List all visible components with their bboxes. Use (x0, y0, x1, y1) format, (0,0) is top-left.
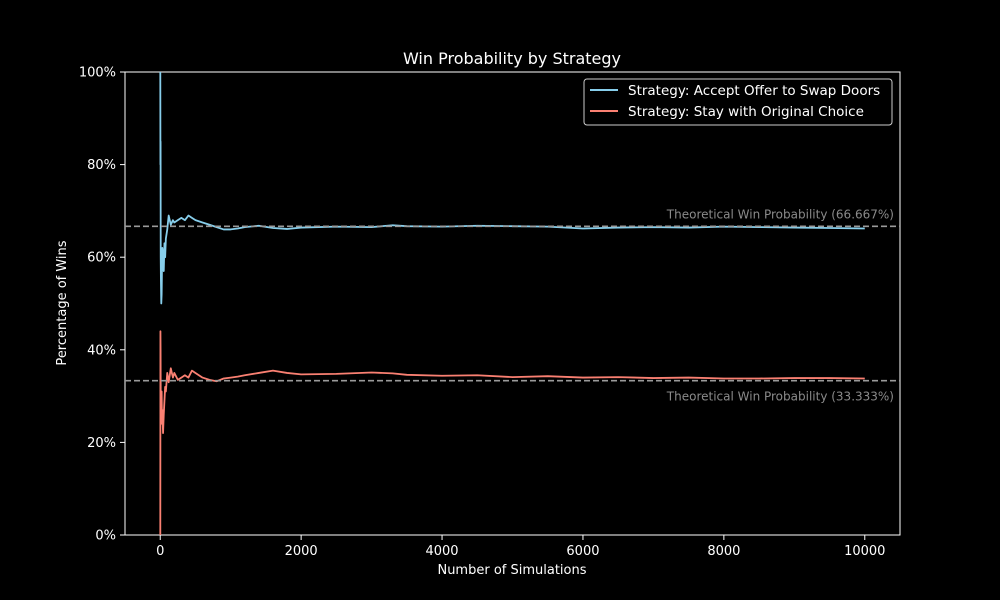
legend-box (583, 78, 893, 126)
reference-line-label: Theoretical Win Probability (66.667%) (666, 207, 894, 221)
plot-frame (124, 71, 901, 536)
plot-area: Theoretical Win Probability (66.667%) The… (124, 71, 901, 536)
series-lines (159, 71, 865, 536)
x-tick-label: 6000 (566, 544, 599, 559)
legend-label-swap: Strategy: Accept Offer to Swap Doors (628, 83, 880, 99)
series-line-stay (159, 330, 865, 536)
x-tick-label: 4000 (425, 544, 458, 559)
reference-line-label: Theoretical Win Probability (33.333%) (666, 390, 894, 404)
y-tick-label: 40% (87, 343, 116, 358)
reference-lines: Theoretical Win Probability (66.667%) The… (125, 207, 900, 404)
y-tick-label: 80% (87, 158, 116, 173)
y-axis-label: Percentage of Wins (55, 240, 70, 365)
y-tick-label: 20% (87, 436, 116, 451)
chart-title: Win Probability by Strategy (403, 49, 621, 68)
y-tick-label: 0% (95, 529, 116, 544)
y-tick-label: 60% (87, 251, 116, 266)
y-tick-label: 100% (79, 66, 116, 81)
x-tick-label: 8000 (707, 544, 740, 559)
y-axis-ticks: 0% 20% 40% 60% 80% 100% (79, 66, 125, 544)
legend: Strategy: Accept Offer to Swap Doors Str… (583, 78, 893, 126)
x-axis-label: Number of Simulations (437, 563, 586, 578)
x-axis-ticks: 0 2000 4000 6000 8000 10000 (156, 535, 885, 559)
x-tick-label: 0 (156, 544, 164, 559)
legend-label-stay: Strategy: Stay with Original Choice (628, 104, 864, 120)
series-line-swap (159, 71, 865, 305)
x-tick-label: 2000 (285, 544, 318, 559)
x-tick-label: 10000 (844, 544, 885, 559)
